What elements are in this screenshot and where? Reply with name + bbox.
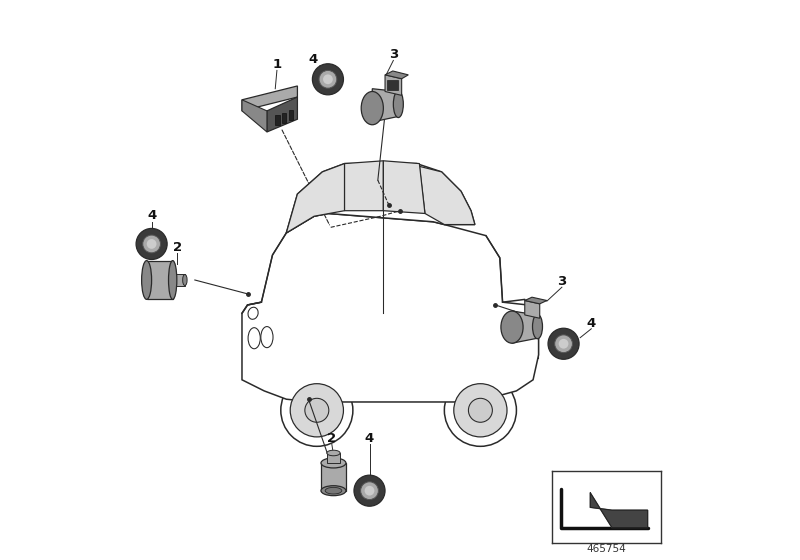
Bar <box>173 274 185 286</box>
Ellipse shape <box>325 487 342 494</box>
Circle shape <box>136 228 167 259</box>
Polygon shape <box>286 164 475 233</box>
Circle shape <box>365 486 374 496</box>
Polygon shape <box>146 260 173 300</box>
Ellipse shape <box>182 274 187 286</box>
Polygon shape <box>525 297 547 304</box>
Ellipse shape <box>394 91 403 118</box>
Ellipse shape <box>169 260 177 300</box>
Bar <box>289 110 293 120</box>
Polygon shape <box>321 463 346 491</box>
Polygon shape <box>385 71 408 79</box>
Polygon shape <box>385 75 402 95</box>
Text: 4: 4 <box>365 432 374 445</box>
Circle shape <box>146 239 157 249</box>
Circle shape <box>454 384 507 437</box>
Ellipse shape <box>501 311 523 343</box>
Polygon shape <box>345 161 383 211</box>
Ellipse shape <box>327 450 340 456</box>
Circle shape <box>323 74 333 84</box>
Bar <box>275 115 280 125</box>
Ellipse shape <box>361 91 383 125</box>
Ellipse shape <box>321 486 346 496</box>
Circle shape <box>312 64 343 95</box>
Ellipse shape <box>248 307 258 319</box>
Text: 3: 3 <box>558 274 566 288</box>
Ellipse shape <box>261 326 273 348</box>
Polygon shape <box>372 88 398 122</box>
Polygon shape <box>242 86 298 111</box>
Circle shape <box>281 374 353 446</box>
Circle shape <box>290 384 343 437</box>
Circle shape <box>142 235 161 253</box>
Ellipse shape <box>248 328 260 349</box>
Text: 465754: 465754 <box>586 544 626 554</box>
Bar <box>282 113 286 123</box>
Circle shape <box>548 328 579 360</box>
Circle shape <box>444 374 517 446</box>
Text: 2: 2 <box>173 241 182 254</box>
Text: 1: 1 <box>272 58 282 71</box>
Bar <box>327 453 340 463</box>
Polygon shape <box>512 311 538 343</box>
Polygon shape <box>525 301 540 318</box>
Circle shape <box>354 475 385 506</box>
Polygon shape <box>267 97 298 132</box>
Ellipse shape <box>533 314 542 339</box>
Polygon shape <box>419 166 475 225</box>
Ellipse shape <box>321 458 346 468</box>
Text: 3: 3 <box>389 48 398 61</box>
Ellipse shape <box>142 260 152 300</box>
Circle shape <box>558 339 569 349</box>
Bar <box>387 80 398 90</box>
Polygon shape <box>242 213 538 402</box>
Polygon shape <box>286 164 345 233</box>
Text: 4: 4 <box>309 53 318 67</box>
Circle shape <box>361 482 378 500</box>
Text: 2: 2 <box>327 432 336 445</box>
Circle shape <box>469 398 492 422</box>
Circle shape <box>319 71 337 88</box>
Polygon shape <box>242 100 267 132</box>
Circle shape <box>305 398 329 422</box>
Circle shape <box>554 335 573 353</box>
Text: 4: 4 <box>147 209 156 222</box>
Text: 4: 4 <box>586 317 596 330</box>
Polygon shape <box>383 161 425 213</box>
